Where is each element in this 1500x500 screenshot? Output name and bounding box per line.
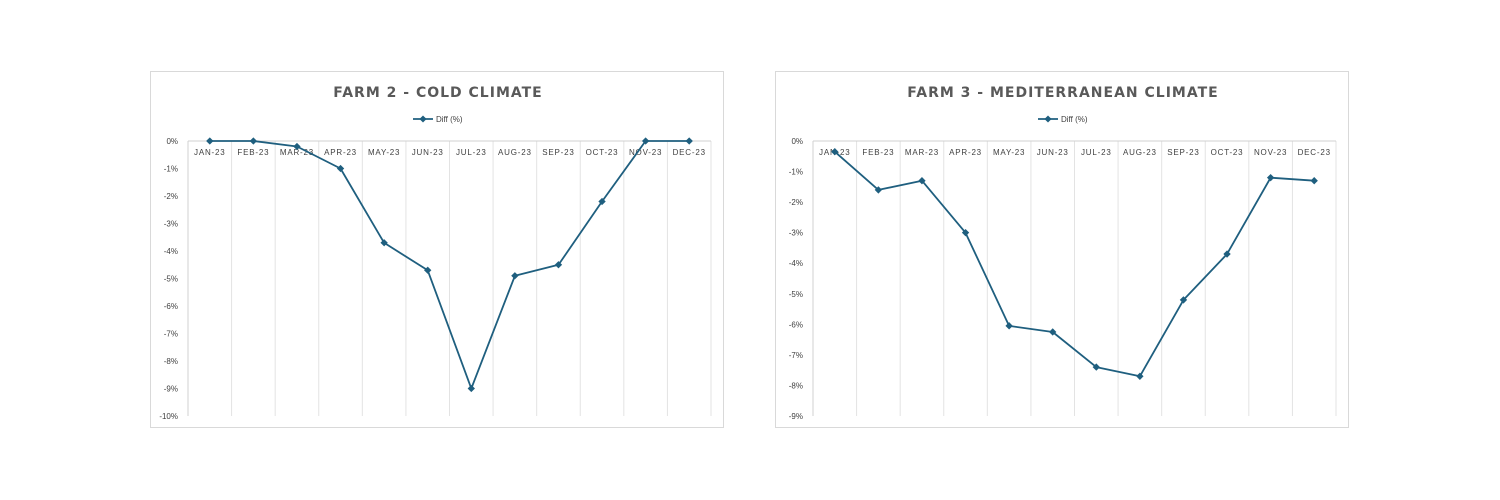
x-tick-label: MAR-23 xyxy=(280,148,314,157)
x-tick-label: JUN-23 xyxy=(412,148,444,157)
x-tick-label: MAY-23 xyxy=(993,148,1025,157)
y-tick-label: -1% xyxy=(789,168,803,177)
x-tick-label: JUL-23 xyxy=(1081,148,1112,157)
x-axis-ticks: JAN-23 FEB-23 MAR-23 APR-23 MAY-23 JUN-23 JUL-… xyxy=(194,148,706,157)
chart-farm-3-svg: FARM 3 - MEDITERRANEAN CLIMATE Diff (%) … xyxy=(789,85,1337,421)
y-tick-label: -3% xyxy=(789,229,803,238)
x-tick-label: SEP-23 xyxy=(1167,148,1199,157)
data-point xyxy=(1223,250,1231,258)
y-tick-label: -5% xyxy=(789,290,803,299)
y-tick-label: -9% xyxy=(789,412,803,421)
legend: Diff (%) xyxy=(1038,115,1088,124)
data-point xyxy=(249,137,258,145)
legend-diamond-marker xyxy=(419,115,427,123)
series-line xyxy=(209,140,690,390)
data-point xyxy=(511,272,519,280)
chart-title: FARM 2 - COLD CLIMATE xyxy=(333,85,542,101)
x-tick-label: MAR-23 xyxy=(905,148,939,157)
x-tick-label: APR-23 xyxy=(324,148,357,157)
data-point xyxy=(918,177,926,185)
y-tick-label: -2% xyxy=(789,198,803,207)
data-point xyxy=(1266,173,1275,182)
x-tick-label: DEC-23 xyxy=(673,148,706,157)
x-tick-label: JUN-23 xyxy=(1037,148,1069,157)
data-point xyxy=(206,137,214,145)
y-tick-label: -6% xyxy=(789,320,803,329)
x-tick-label: AUG-23 xyxy=(498,148,532,157)
x-tick-label: NOV-23 xyxy=(629,148,662,157)
chart-farm-2-svg: FARM 2 - COLD CLIMATE Diff (%) 0% -1% -2% -… xyxy=(159,85,712,421)
legend-label: Diff (%) xyxy=(436,115,463,124)
y-tick-label: -4% xyxy=(164,247,178,256)
data-point xyxy=(336,164,345,173)
data-point xyxy=(380,239,388,247)
x-tick-label: JUL-23 xyxy=(456,148,487,157)
gridlines xyxy=(187,140,712,416)
data-point xyxy=(554,261,563,269)
x-tick-label: OCT-23 xyxy=(586,148,619,157)
data-point xyxy=(1005,322,1013,330)
y-tick-label: -8% xyxy=(164,357,178,366)
y-tick-label: -7% xyxy=(789,351,803,360)
legend-label: Diff (%) xyxy=(1061,115,1088,124)
y-tick-label: -1% xyxy=(164,165,178,174)
data-point xyxy=(424,266,432,274)
x-tick-label: SEP-23 xyxy=(542,148,574,157)
legend-diamond-marker xyxy=(1044,115,1052,123)
data-point xyxy=(598,197,606,206)
x-tick-label: FEB-23 xyxy=(862,148,894,157)
data-point xyxy=(1092,363,1100,371)
data-point xyxy=(1136,372,1144,380)
y-tick-label: -5% xyxy=(164,275,178,284)
data-point xyxy=(467,384,475,393)
y-axis-ticks: 0% -1% -2% -3% -4% -5% -6% -7% -8% -9% xyxy=(789,137,803,421)
legend: Diff (%) xyxy=(413,115,463,124)
gridlines xyxy=(812,140,1337,416)
series-diff xyxy=(206,137,693,393)
data-point xyxy=(685,137,693,145)
y-tick-label: 0% xyxy=(166,137,178,146)
x-tick-label: APR-23 xyxy=(949,148,982,157)
x-tick-label: DEC-23 xyxy=(1298,148,1331,157)
x-tick-label: NOV-23 xyxy=(1254,148,1287,157)
y-axis-ticks: 0% -1% -2% -3% -4% -5% -6% -7% -8% -9% -10% xyxy=(159,137,178,421)
y-tick-label: -10% xyxy=(159,412,178,421)
y-tick-label: 0% xyxy=(791,137,803,146)
chart-title: FARM 3 - MEDITERRANEAN CLIMATE xyxy=(907,85,1218,101)
y-tick-label: -7% xyxy=(164,330,178,339)
x-tick-label: OCT-23 xyxy=(1211,148,1244,157)
x-tick-label: AUG-23 xyxy=(1123,148,1157,157)
data-point xyxy=(1310,177,1318,185)
series-line xyxy=(834,151,1315,378)
y-tick-label: -8% xyxy=(789,381,803,390)
x-tick-label: JAN-23 xyxy=(194,148,225,157)
x-tick-label: MAY-23 xyxy=(368,148,400,157)
x-tick-label: FEB-23 xyxy=(237,148,269,157)
y-tick-label: -6% xyxy=(164,302,178,311)
data-point xyxy=(1179,296,1188,304)
y-tick-label: -2% xyxy=(164,192,178,201)
y-tick-label: -3% xyxy=(164,220,178,229)
chart-farm-2: FARM 2 - COLD CLIMATE Diff (%) 0% -1% -2% -… xyxy=(150,71,724,428)
chart-farm-3: FARM 3 - MEDITERRANEAN CLIMATE Diff (%) … xyxy=(775,71,1349,428)
y-tick-label: -9% xyxy=(164,385,178,394)
y-tick-label: -4% xyxy=(789,259,803,268)
